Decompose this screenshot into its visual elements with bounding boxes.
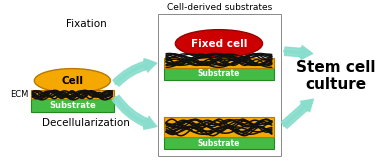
Bar [164, 137, 274, 149]
Text: Decellularization: Decellularization [42, 118, 130, 128]
Text: Substrate: Substrate [49, 101, 96, 110]
Text: Substrate: Substrate [198, 139, 240, 148]
Bar [158, 14, 281, 156]
Text: ECM: ECM [11, 90, 29, 99]
Bar [31, 90, 114, 99]
FancyArrowPatch shape [113, 59, 157, 86]
Bar [164, 68, 274, 80]
Text: Cell: Cell [61, 76, 83, 86]
Text: Fixed cell: Fixed cell [191, 39, 247, 49]
FancyArrowPatch shape [112, 95, 157, 129]
Bar [164, 117, 274, 137]
Bar [164, 58, 274, 68]
Text: Substrate: Substrate [198, 69, 240, 78]
Bar [31, 99, 114, 112]
Text: Cell-derived substrates: Cell-derived substrates [167, 3, 272, 12]
FancyArrowPatch shape [284, 46, 313, 59]
Ellipse shape [175, 30, 262, 58]
Text: Fixation: Fixation [66, 19, 107, 30]
Ellipse shape [34, 69, 110, 93]
Text: Stem cell
culture: Stem cell culture [296, 60, 375, 92]
FancyArrowPatch shape [281, 99, 313, 128]
